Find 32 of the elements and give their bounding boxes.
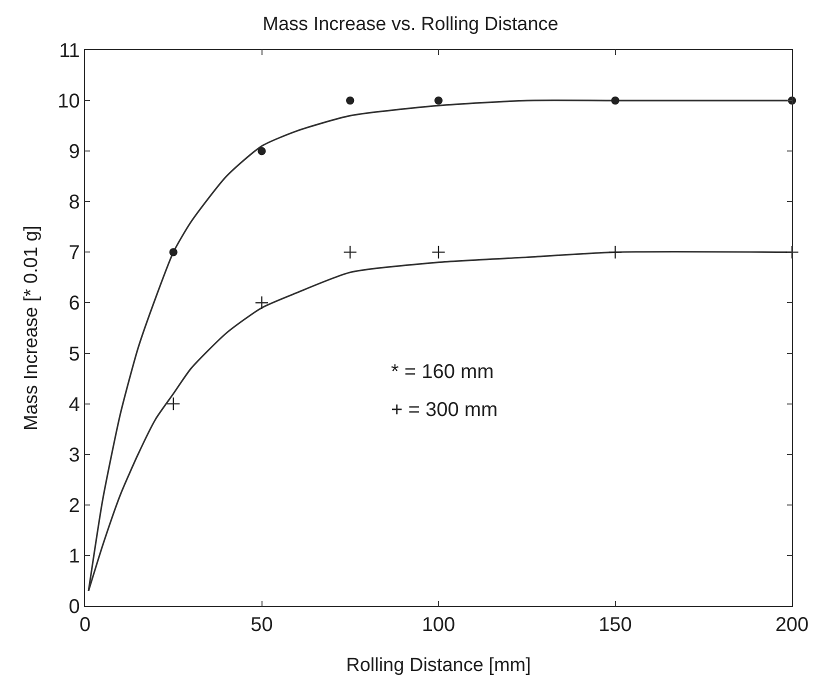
- point: [432, 245, 446, 260]
- y-tick-label: 7: [68, 242, 80, 264]
- point: [169, 248, 178, 256]
- point: [343, 245, 358, 260]
- chart-title: Mass Increase vs. Rolling Distance: [262, 14, 558, 36]
- y-tick-label: 4: [68, 394, 80, 416]
- annotation: * = 160 mm: [391, 361, 494, 383]
- y-tick-label: 2: [68, 494, 80, 517]
- point: [254, 296, 269, 310]
- point: [785, 245, 799, 260]
- point: [611, 96, 620, 105]
- y-tick-label: 9: [68, 141, 80, 164]
- point: [166, 396, 180, 411]
- annotation: + = 300 mm: [391, 399, 498, 421]
- point: [608, 245, 622, 260]
- y-tick-label: 3: [68, 444, 80, 466]
- y-tick-label: 1: [68, 545, 80, 568]
- y-tick-label: 8: [68, 192, 80, 214]
- x-axis-title: Rolling Distance [mm]: [346, 655, 531, 676]
- y-tick-label: 6: [68, 292, 80, 315]
- y-tick-label: 0: [68, 596, 80, 618]
- x-tick-label: 200: [775, 614, 809, 636]
- y-tick-label: 10: [58, 90, 80, 113]
- point: [346, 96, 354, 105]
- x-tick-label: 150: [598, 614, 632, 636]
- x-tick-label: 50: [250, 614, 273, 636]
- y-tick-label: 5: [68, 343, 80, 366]
- point: [258, 146, 266, 156]
- y-axis-title: Mass Increase [* 0.01 g]: [20, 226, 42, 430]
- x-tick-label: 100: [422, 614, 456, 636]
- y-tick-label: 11: [59, 40, 80, 62]
- point: [434, 96, 443, 105]
